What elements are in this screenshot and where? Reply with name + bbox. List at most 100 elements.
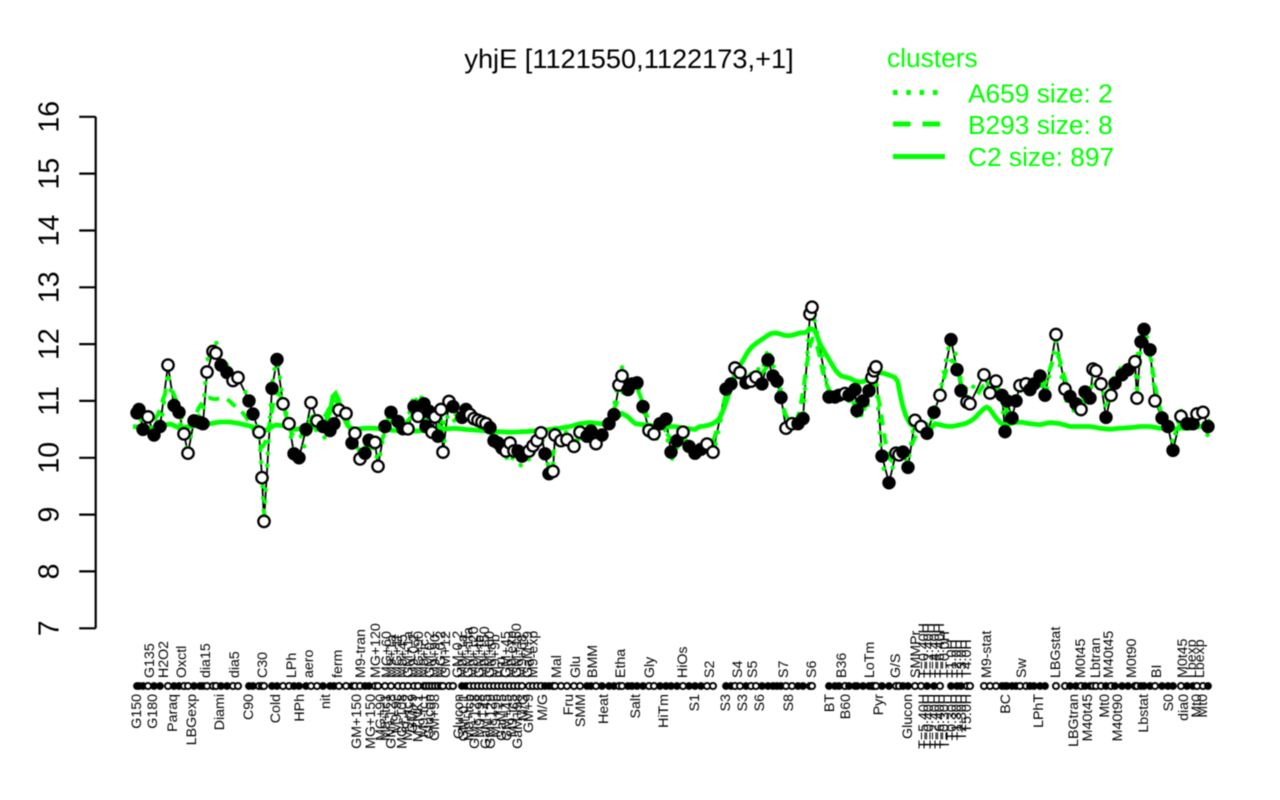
svg-text:12: 12: [34, 328, 66, 360]
svg-text:M9+tcb: M9+tcb: [462, 694, 478, 741]
svg-text:Glucon: Glucon: [451, 694, 467, 739]
svg-text:MG+108: MG+108: [394, 694, 410, 749]
svg-text:M9-tran: M9-tran: [353, 629, 369, 678]
svg-text:B36: B36: [834, 653, 850, 678]
svg-text:Glucon: Glucon: [421, 694, 437, 739]
svg-text:nit: nit: [318, 694, 334, 709]
svg-text:GM+60: GM+60: [482, 631, 498, 678]
svg-text:T1.0H: T1.0H: [944, 639, 960, 678]
svg-text:M9+150: M9+150: [477, 626, 493, 678]
svg-text:ferm: ferm: [330, 650, 346, 678]
svg-text:M9+1a: M9+1a: [455, 634, 471, 678]
svg-text:GM-0.2: GM-0.2: [422, 631, 438, 678]
svg-text:Fru: Fru: [493, 657, 509, 678]
svg-text:GM+150: GM+150: [509, 623, 525, 678]
svg-text:GaM+9: GaM+9: [520, 631, 536, 678]
svg-text:M9+120: M9+120: [466, 626, 482, 678]
svg-text:dia15: dia15: [198, 643, 214, 678]
svg-text:MG+90: MG+90: [373, 694, 389, 741]
svg-text:LPh: LPh: [284, 653, 300, 678]
svg-text:GM+1ta: GM+1ta: [461, 627, 477, 678]
svg-text:M0t45: M0t45: [1073, 638, 1089, 678]
svg-text:MTNK1: MTNK1: [411, 694, 427, 742]
svg-text:S7: S7: [776, 661, 792, 678]
svg-text:Gly: Gly: [642, 656, 658, 678]
svg-text:M9-tc5: M9-tc5: [505, 694, 521, 737]
svg-text:M9+tc: M9+tc: [417, 639, 433, 678]
svg-text:MG-0.2: MG-0.2: [433, 631, 449, 678]
svg-text:T=0.40H: T=0.40H: [921, 694, 937, 749]
svg-text:G150: G150: [129, 694, 145, 729]
svg-text:T0.30H: T0.30H: [944, 694, 960, 741]
svg-text:Mt0: Mt0: [1097, 694, 1113, 718]
svg-text:LBGstat: LBGstat: [1048, 627, 1064, 678]
svg-text:LBGtran: LBGtran: [1066, 694, 1082, 747]
svg-text:B60: B60: [838, 694, 854, 719]
svg-text:M40t45: M40t45: [1080, 694, 1096, 741]
svg-text:T5.0H: T5.0H: [959, 694, 975, 733]
svg-text:C2 size: 897: C2 size: 897: [968, 142, 1114, 172]
svg-text:S6: S6: [804, 661, 820, 678]
svg-text:GaM+98: GaM+98: [510, 694, 526, 749]
svg-text:H2O2: H2O2: [156, 641, 172, 678]
svg-text:GM+128: GM+128: [467, 694, 483, 749]
svg-text:S3: S3: [718, 694, 734, 711]
svg-text:M9+90: M9+90: [427, 634, 443, 678]
svg-text:GM+128: GM+128: [384, 694, 400, 749]
svg-text:G135: G135: [142, 643, 158, 678]
svg-text:Mt0: Mt0: [1189, 694, 1205, 718]
svg-text:G180: G180: [145, 694, 161, 729]
svg-text:GM+45: GM+45: [499, 694, 515, 741]
svg-text:T4.0H: T4.0H: [959, 639, 975, 678]
svg-text:MG+60: MG+60: [379, 631, 395, 678]
svg-text:HiTm: HiTm: [656, 694, 672, 728]
svg-text:Oxctl: Oxctl: [174, 646, 190, 678]
svg-text:BI: BI: [1149, 665, 1165, 678]
svg-text:Mt0: Mt0: [1195, 694, 1211, 718]
svg-text:HPh: HPh: [292, 694, 308, 722]
svg-text:M9+1a: M9+1a: [384, 634, 400, 678]
svg-text:Salt: Salt: [628, 694, 644, 719]
svg-text:13: 13: [34, 271, 66, 303]
svg-text:GM+45: GM+45: [498, 631, 514, 678]
svg-text:GaM+5: GaM+5: [494, 694, 510, 741]
svg-text:C90: C90: [241, 694, 257, 720]
svg-text:M9-exp: M9-exp: [504, 631, 520, 678]
svg-text:S8: S8: [781, 694, 797, 711]
svg-text:dia5: dia5: [227, 651, 243, 678]
svg-text:M9+tc1: M9+tc1: [378, 694, 394, 741]
svg-text:16: 16: [34, 101, 66, 133]
svg-text:MG+90: MG+90: [411, 631, 427, 678]
svg-text:GM-0.2: GM-0.2: [450, 631, 466, 678]
svg-text:GM+tb: GM+tb: [471, 635, 487, 678]
svg-text:yhjE [1121550,1122173,+1]: yhjE [1121550,1122173,+1]: [464, 43, 793, 74]
svg-text:SMMPr: SMMPr: [908, 630, 924, 678]
svg-text:T3.0H: T3.0H: [954, 639, 970, 678]
svg-text:S6: S6: [752, 694, 768, 711]
svg-text:aero: aero: [301, 649, 317, 678]
svg-text:GaM+45: GaM+45: [478, 694, 494, 749]
svg-text:Fru: Fru: [561, 694, 577, 715]
svg-text:T2.30H: T2.30H: [954, 694, 970, 741]
svg-text:M40t45: M40t45: [1101, 631, 1117, 678]
svg-text:A659 size: 2: A659 size: 2: [968, 79, 1113, 109]
svg-text:T=6.40H: T=6.40H: [932, 623, 948, 678]
svg-text:T=2.40H: T=2.40H: [927, 694, 943, 749]
svg-text:Glu: Glu: [568, 656, 584, 678]
svg-text:Sw: Sw: [1014, 658, 1030, 678]
svg-text:M9+45: M9+45: [395, 634, 411, 678]
svg-text:dia0: dia0: [1176, 694, 1192, 721]
svg-text:Lbexp: Lbexp: [1192, 639, 1208, 678]
svg-text:BC: BC: [998, 694, 1014, 714]
svg-text:Mal: Mal: [549, 655, 565, 678]
svg-text:BMM: BMM: [585, 645, 601, 678]
svg-text:7: 7: [34, 620, 66, 636]
svg-text:MG+150: MG+150: [363, 694, 379, 749]
svg-text:M9-exp: M9-exp: [525, 631, 541, 678]
svg-text:8: 8: [34, 563, 66, 579]
svg-text:GM+150: GM+150: [349, 694, 365, 749]
svg-text:M9+tc2: M9+tc2: [400, 694, 416, 741]
svg-text:T=5.40H: T=5.40H: [916, 694, 932, 749]
svg-text:T=4.40H: T=4.40H: [927, 623, 943, 678]
svg-text:9: 9: [34, 507, 66, 523]
